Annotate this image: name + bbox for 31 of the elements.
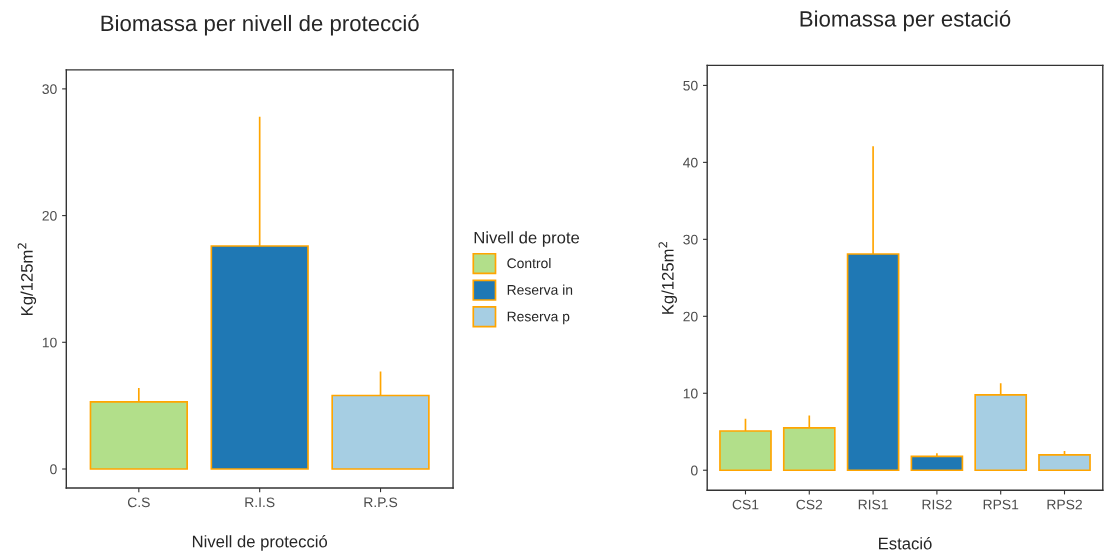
x-tick-label: RIS2 bbox=[922, 499, 952, 510]
y-tick-label: 40 bbox=[683, 157, 698, 168]
x-tick-label: CS1 bbox=[732, 499, 759, 510]
y-tick-label: 20 bbox=[683, 311, 698, 322]
x-axis-title: Estació bbox=[879, 537, 932, 550]
y-tick-label: 30 bbox=[683, 234, 698, 245]
x-tick-label: C.S bbox=[127, 497, 150, 508]
y-tick-label: 50 bbox=[683, 80, 698, 91]
x-tick-label: RPS1 bbox=[983, 499, 1019, 510]
y-axis-title: Kg/125m$^{2}$ bbox=[17, 243, 37, 315]
bar bbox=[1038, 454, 1091, 472]
legend-label: Reserva in bbox=[507, 284, 573, 295]
x-tick-label: R.P.S bbox=[364, 497, 398, 508]
bar bbox=[910, 455, 964, 472]
y-tick-label: 30 bbox=[42, 84, 57, 95]
chart-title: Biomassa per estació bbox=[800, 10, 1011, 32]
y-tick-label: 10 bbox=[683, 388, 698, 399]
y-tick-label: 10 bbox=[42, 337, 57, 348]
legend-label: Control bbox=[507, 258, 551, 269]
x-axis-title: Nivell de protecció bbox=[192, 534, 328, 551]
y-tick-label: 0 bbox=[50, 464, 57, 475]
y-axis-title: Kg/125m$^{2}$ bbox=[658, 242, 677, 314]
chart-title: Biomassa per nivell de protecció bbox=[101, 14, 419, 36]
x-tick-label: RPS2 bbox=[1047, 499, 1082, 510]
y-tick-label: 0 bbox=[690, 465, 698, 476]
y-tick-label: 20 bbox=[42, 210, 57, 221]
x-tick-label: CS2 bbox=[796, 499, 823, 510]
x-tick-label: R.I.S bbox=[245, 497, 275, 508]
legend-title: Nivell de prote bbox=[474, 231, 580, 247]
legend-label: Reserva p bbox=[507, 311, 570, 325]
x-tick-label: RIS1 bbox=[858, 499, 888, 510]
